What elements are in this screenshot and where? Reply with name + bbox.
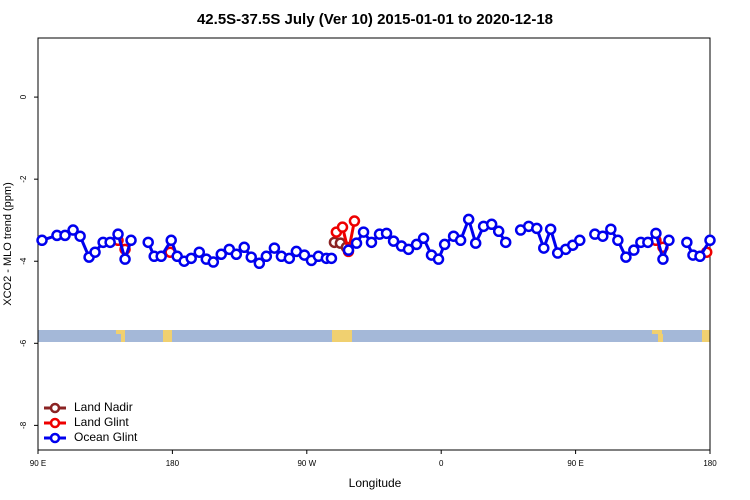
data-point — [119, 253, 131, 265]
data-point — [89, 246, 101, 258]
data-point — [628, 244, 640, 256]
legend-swatch-marker — [49, 417, 61, 429]
land-mask-strip — [38, 330, 710, 342]
data-point — [538, 242, 550, 254]
data-point — [492, 225, 505, 238]
x-tick-label: 180 — [166, 459, 180, 468]
data-point — [238, 241, 250, 254]
data-point — [597, 230, 609, 242]
legend-swatch-marker — [49, 432, 61, 444]
data-point — [462, 213, 475, 226]
y-tick-label: -8 — [19, 421, 28, 429]
data-point — [348, 215, 361, 227]
data-point — [74, 230, 86, 242]
data-point — [485, 218, 498, 231]
legend-label: Land Nadir — [74, 400, 133, 414]
legend-label: Land Glint — [74, 415, 129, 429]
y-tick-label: 0 — [19, 94, 28, 99]
data-point — [155, 250, 167, 263]
data-point — [67, 224, 79, 236]
data-point — [207, 256, 220, 268]
data-point — [125, 234, 137, 247]
data-point — [260, 250, 273, 263]
data-point — [336, 221, 349, 233]
data-point — [544, 223, 557, 235]
data-point — [432, 253, 445, 265]
data-point — [193, 246, 206, 258]
data-point — [230, 248, 243, 261]
data-point — [325, 252, 338, 265]
data-point — [104, 236, 116, 249]
data-point — [612, 234, 624, 247]
y-tick-label: -6 — [19, 339, 28, 347]
data-point — [402, 243, 415, 256]
data-point — [574, 234, 586, 247]
data-point — [215, 248, 227, 261]
data-point — [438, 238, 451, 251]
data-point — [499, 236, 512, 249]
data-point — [620, 251, 632, 263]
data-point — [469, 237, 482, 249]
x-tick-label: 90 E — [30, 459, 46, 468]
y-axis-label: XCO2 - MLO trend (ppm) — [2, 182, 14, 305]
data-point — [185, 252, 197, 265]
data-point — [365, 236, 378, 249]
x-tick-label: 180 — [703, 459, 717, 468]
data-point — [454, 234, 467, 247]
data-point — [165, 234, 177, 247]
y-tick-label: -4 — [19, 257, 28, 265]
data-point — [112, 228, 124, 240]
data-point — [253, 257, 266, 270]
data-point — [663, 234, 675, 247]
legend-label: Ocean Glint — [74, 430, 138, 444]
data-point — [342, 244, 355, 256]
data-point — [642, 236, 654, 249]
data-point — [268, 242, 281, 254]
data-point — [605, 223, 617, 235]
data-point — [245, 251, 257, 263]
data-point — [59, 229, 71, 242]
data-point — [36, 234, 48, 247]
x-tick-label: 0 — [439, 459, 444, 468]
x-tick-label: 90 W — [297, 459, 316, 468]
data-point — [283, 252, 296, 265]
data-point — [657, 253, 669, 265]
y-tick-label: -2 — [19, 175, 28, 183]
x-tick-label: 90 E — [567, 459, 583, 468]
data-point — [417, 232, 430, 245]
data-point — [142, 236, 154, 249]
x-axis-label: Longitude — [349, 476, 402, 490]
data-point — [387, 235, 400, 247]
legend-swatch-marker — [49, 402, 61, 414]
data-point — [531, 222, 543, 235]
data-point — [681, 236, 693, 249]
data-point — [704, 234, 716, 247]
data-point — [357, 226, 370, 238]
data-point — [380, 227, 393, 240]
data-point — [694, 250, 706, 263]
data-point — [410, 238, 423, 251]
data-point — [650, 227, 662, 240]
chart-title: 42.5S-37.5S July (Ver 10) 2015-01-01 to … — [197, 11, 553, 28]
data-point — [350, 237, 363, 249]
